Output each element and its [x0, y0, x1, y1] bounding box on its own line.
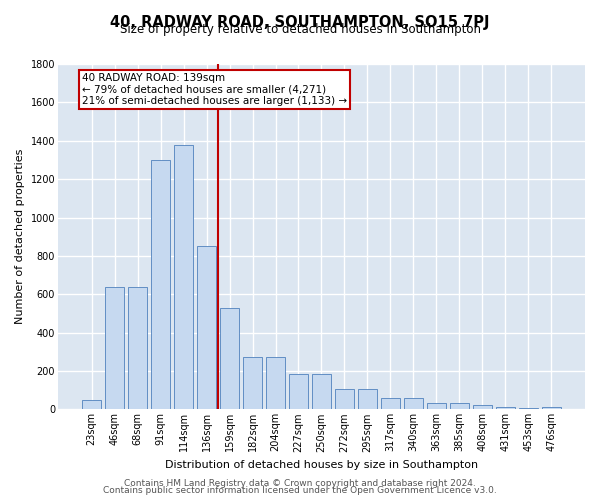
Bar [335, 389, 354, 409]
Bar [105, 286, 124, 410]
Bar [473, 404, 492, 409]
Bar [82, 400, 101, 409]
Text: 40, RADWAY ROAD, SOUTHAMPTON, SO15 7PJ: 40, RADWAY ROAD, SOUTHAMPTON, SO15 7PJ [110, 15, 490, 30]
Bar [174, 144, 193, 410]
X-axis label: Distribution of detached houses by size in Southampton: Distribution of detached houses by size … [165, 460, 478, 470]
Y-axis label: Number of detached properties: Number of detached properties [15, 149, 25, 324]
Bar [289, 374, 308, 410]
Bar [312, 374, 331, 410]
Bar [358, 389, 377, 409]
Text: 40 RADWAY ROAD: 139sqm
← 79% of detached houses are smaller (4,271)
21% of semi-: 40 RADWAY ROAD: 139sqm ← 79% of detached… [82, 72, 347, 106]
Text: Contains HM Land Registry data © Crown copyright and database right 2024.: Contains HM Land Registry data © Crown c… [124, 478, 476, 488]
Bar [197, 246, 217, 410]
Bar [380, 398, 400, 409]
Text: Size of property relative to detached houses in Southampton: Size of property relative to detached ho… [119, 22, 481, 36]
Text: Contains public sector information licensed under the Open Government Licence v3: Contains public sector information licen… [103, 486, 497, 495]
Bar [151, 160, 170, 410]
Bar [496, 406, 515, 410]
Bar [518, 408, 538, 410]
Bar [427, 402, 446, 409]
Bar [128, 286, 148, 410]
Bar [542, 406, 561, 410]
Bar [449, 402, 469, 409]
Bar [266, 356, 285, 410]
Bar [243, 356, 262, 410]
Bar [404, 398, 423, 409]
Bar [220, 308, 239, 410]
